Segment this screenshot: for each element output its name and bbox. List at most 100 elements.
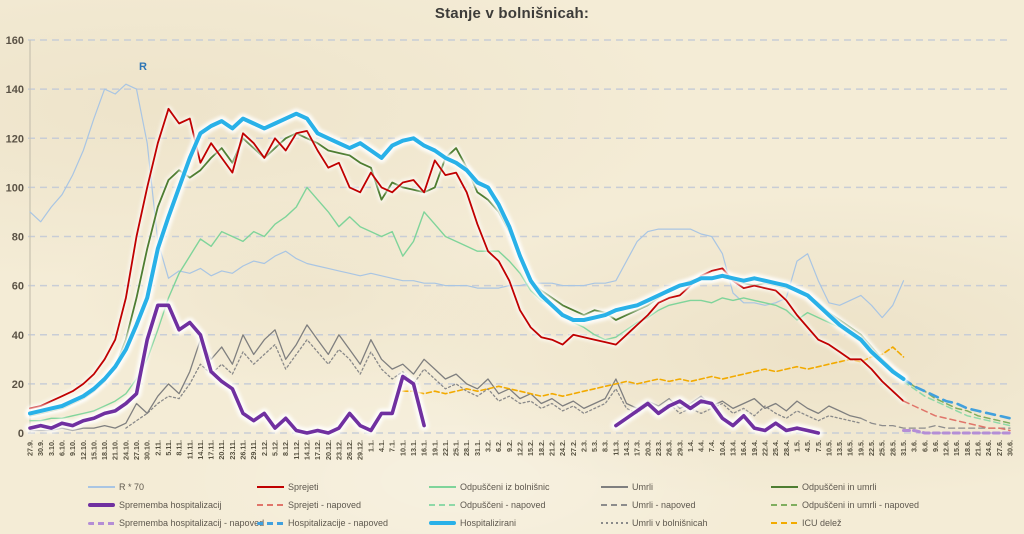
chart-title: Stanje v bolnišnicah: xyxy=(434,5,590,22)
x-tick-label: 21.6. xyxy=(974,440,983,456)
x-tick-label: 17.12. xyxy=(313,440,322,460)
x-tick-label: 27.10. xyxy=(132,440,141,460)
series-umrli xyxy=(29,324,862,432)
x-tick-label: 15.2. xyxy=(526,440,535,456)
x-tick-label: 10.5. xyxy=(824,440,833,456)
x-tick-label: 9.6. xyxy=(931,440,940,452)
x-tick-label: 3.6. xyxy=(910,440,919,452)
x-tick-label: 21.2. xyxy=(547,440,556,456)
x-tick-label: 18.10. xyxy=(100,440,109,460)
x-tick-label: 1.5. xyxy=(792,440,801,452)
x-tick-label: 14.11. xyxy=(196,440,205,460)
x-tick-label: 23.3. xyxy=(654,440,663,456)
series-sprejeti_napoved xyxy=(902,400,1011,432)
x-tick-label: 16.5. xyxy=(846,440,855,456)
x-tick-label: 7.1. xyxy=(388,440,397,452)
x-tick-label: 3.10. xyxy=(47,440,56,456)
x-tick-label: 30.10. xyxy=(143,440,152,460)
series-odpusceni_in_umrli_napoved xyxy=(902,378,1011,424)
x-tick-label: 23.12. xyxy=(334,440,343,460)
x-tick-label: 2.12. xyxy=(260,440,269,456)
x-tick-label: 21.10. xyxy=(111,440,120,460)
x-tick-label: 27.2. xyxy=(569,440,578,456)
x-tick-label: 31.5. xyxy=(899,440,908,456)
x-tick-label: 15.10. xyxy=(89,440,98,460)
y-tick-label: 0 xyxy=(18,428,24,440)
x-tick-label: 6.2. xyxy=(494,440,503,452)
x-tick-label: 8.3. xyxy=(601,440,610,452)
x-tick-label: 25.1. xyxy=(452,440,461,456)
x-tick-label: 24.2. xyxy=(558,440,567,456)
x-tick-label: 31.1. xyxy=(473,440,482,456)
y-tick-label: 120 xyxy=(6,133,24,145)
series-umrli_v_bolnisnicah xyxy=(125,339,862,429)
x-tick-label: 26.12. xyxy=(345,440,354,460)
gridlines xyxy=(28,39,1012,434)
series-glow-sprejeti xyxy=(27,105,907,412)
x-tick-label: 24.6. xyxy=(984,440,993,456)
series-glow-sprememba xyxy=(25,300,824,438)
x-tick-label: 19.1. xyxy=(430,440,439,456)
x-tick-label: 24.10. xyxy=(121,440,130,460)
x-tick-label: 3.2. xyxy=(484,440,493,452)
x-tick-label: 9.10. xyxy=(68,440,77,456)
series-glow-hospitalizirani xyxy=(25,108,909,419)
x-tick-label: 2.11. xyxy=(153,440,162,456)
x-tick-label: 20.12. xyxy=(324,440,333,460)
y-tick-label: 20 xyxy=(12,379,24,391)
x-tick-label: 4.5. xyxy=(803,440,812,452)
x-tick-label: 28.1. xyxy=(462,440,471,456)
x-tick-label: 1.4. xyxy=(686,440,695,452)
series-icu_delez xyxy=(402,346,905,397)
x-tick-label: 16.4. xyxy=(739,440,748,456)
x-tick-label: 30.6. xyxy=(1006,440,1015,456)
x-tick-label: 29.11. xyxy=(249,440,258,460)
x-tick-label: 14.3. xyxy=(622,440,631,456)
x-tick-label: 19.4. xyxy=(750,440,759,456)
x-tick-label: 22.4. xyxy=(761,440,770,456)
x-tick-label: 22.5. xyxy=(867,440,876,456)
x-tick-label: 11.11. xyxy=(185,440,194,459)
x-tick-label: 16.1. xyxy=(420,440,429,456)
x-tick-label: 9.2. xyxy=(505,440,514,452)
y-tick-label: 140 xyxy=(6,84,24,96)
y-tick-label: 40 xyxy=(12,330,24,342)
y-tick-label: 160 xyxy=(6,35,24,47)
x-tick-label: 12.2. xyxy=(516,440,525,456)
y-tick-label: 60 xyxy=(12,281,24,293)
series-sprejeti xyxy=(29,107,905,410)
y-tick-label: 100 xyxy=(6,182,24,194)
series-hospitalizacije_napoved xyxy=(902,377,1012,420)
y-axis-labels: 0 20 40 60 80 100 120 140 160 xyxy=(6,35,24,440)
x-tick-label: 11.12. xyxy=(292,440,301,460)
x-tick-label: 30.9. xyxy=(36,440,45,456)
x-tick-label: 18.2. xyxy=(537,440,546,456)
x-tick-label: 29.12. xyxy=(356,440,365,460)
x-tick-label: 5.11. xyxy=(164,440,173,456)
x-tick-label: 27.6. xyxy=(995,440,1004,456)
series-lines xyxy=(25,83,1012,438)
x-tick-label: 10.1. xyxy=(398,440,407,456)
x-tick-label: 4.4. xyxy=(697,440,706,452)
x-tick-label: 7.4. xyxy=(707,440,716,452)
series-r70 xyxy=(29,83,905,319)
series-hospitalizirani xyxy=(28,111,906,416)
x-tick-label: 20.11. xyxy=(217,440,226,460)
series-sprememba_napoved xyxy=(902,429,1012,435)
series-odpusceni_iz xyxy=(29,186,905,422)
x-tick-label: 7.5. xyxy=(814,440,823,452)
x-tick-label: 18.6. xyxy=(963,440,972,456)
x-tick-label: 5.12. xyxy=(271,440,280,456)
x-tick-label: 23.11. xyxy=(228,440,237,460)
x-tick-label: 4.1. xyxy=(377,440,386,452)
x-tick-label: 8.12. xyxy=(281,440,290,456)
x-tick-label: 26.11. xyxy=(239,440,248,460)
x-tick-label: 13.1. xyxy=(409,440,418,456)
x-tick-label: 22.1. xyxy=(441,440,450,456)
x-tick-label: 29.3. xyxy=(675,440,684,456)
x-tick-label: 8.11. xyxy=(175,440,184,456)
x-tick-label: 13.5. xyxy=(835,440,844,456)
x-tick-label: 2.3. xyxy=(579,440,588,452)
